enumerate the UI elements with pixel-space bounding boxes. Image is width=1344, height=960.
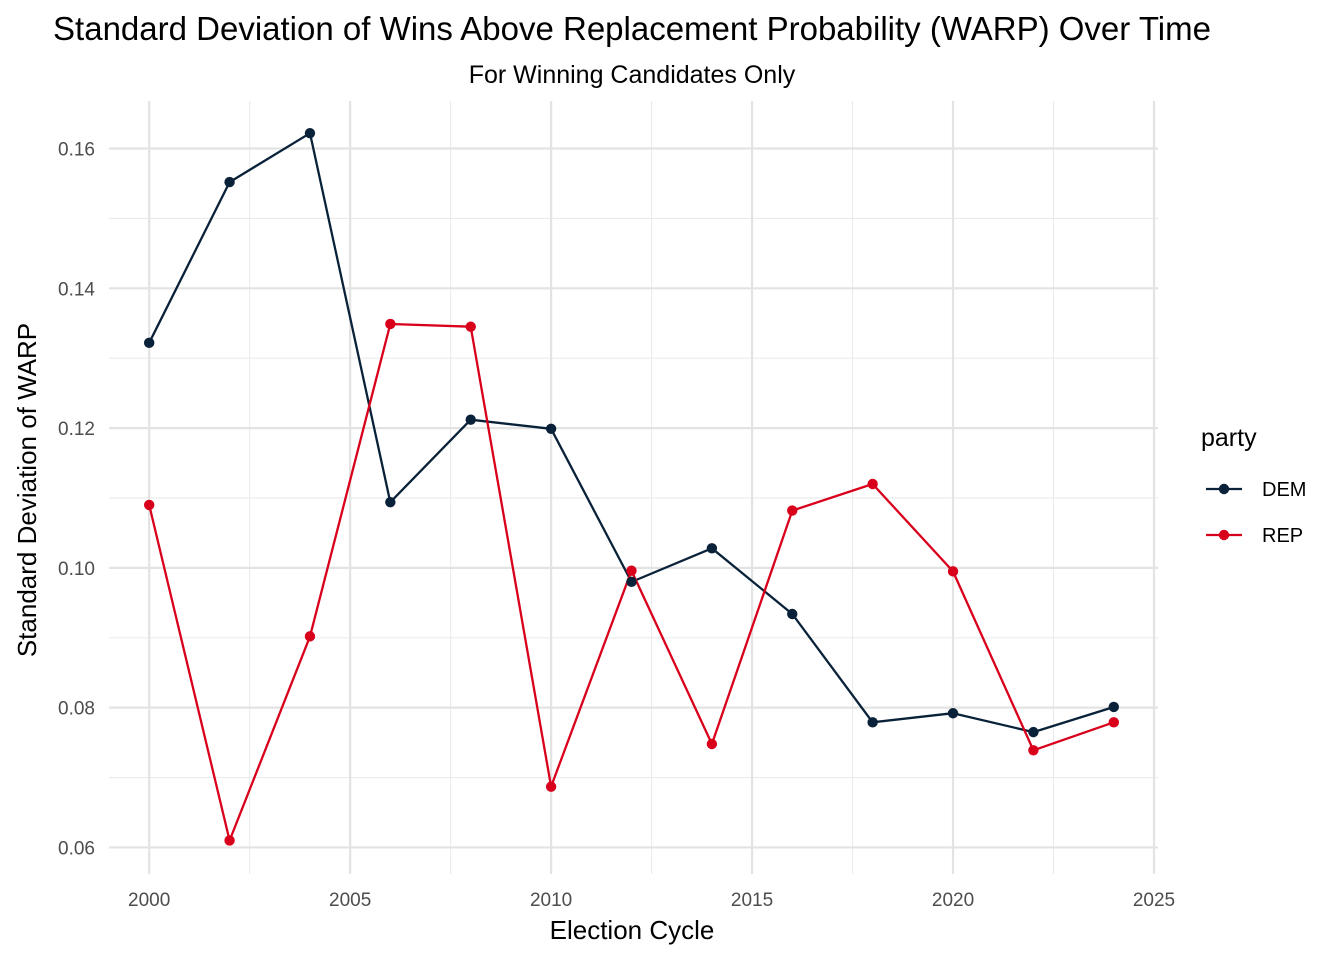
legend-item-dem: DEM (1206, 479, 1306, 501)
data-point (1108, 717, 1119, 728)
data-point (385, 318, 396, 330)
data-point (224, 835, 235, 846)
x-tick-label: 2025 (1133, 890, 1175, 911)
legend-title: party (1201, 424, 1257, 452)
data-point (626, 576, 637, 588)
data-point (706, 543, 718, 554)
data-point (304, 127, 316, 139)
y-tick-label: 0.10 (58, 559, 95, 580)
data-point (385, 496, 396, 508)
legend-key-point (1218, 483, 1230, 495)
grid (109, 101, 1158, 874)
data-point (465, 414, 476, 425)
data-point (1028, 726, 1039, 738)
series-points-rep (143, 318, 1119, 846)
legend-key-point (1218, 529, 1230, 541)
y-tick-label: 0.16 (58, 140, 95, 161)
y-axis-ticks: 0.06 0.08 0.10 0.12 0.14 0.16 (58, 140, 95, 860)
x-axis-title: Election Cycle (550, 915, 715, 945)
x-tick-label: 2020 (932, 890, 974, 911)
data-point (947, 566, 959, 577)
data-point (143, 499, 155, 511)
chart-title: Standard Deviation of Wins Above Replace… (53, 10, 1211, 47)
y-tick-label: 0.08 (58, 699, 95, 720)
data-point (143, 337, 155, 349)
data-point (304, 631, 316, 642)
x-axis-ticks: 2000 2005 2010 2015 2020 2025 (128, 890, 1175, 911)
series-dem (148, 132, 1115, 734)
data-point (787, 505, 798, 516)
data-point (545, 781, 557, 792)
series-layer (143, 127, 1119, 846)
data-point (1108, 701, 1119, 713)
legend-label: REP (1262, 525, 1303, 547)
x-tick-label: 2000 (128, 890, 170, 911)
data-point (947, 708, 959, 719)
data-point (867, 478, 878, 490)
series-points-dem (143, 127, 1119, 738)
data-point (545, 423, 557, 434)
chart-subtitle: For Winning Candidates Only (469, 61, 796, 89)
legend: party DEM REP (1201, 424, 1306, 547)
legend-label: DEM (1262, 479, 1306, 501)
y-tick-label: 0.12 (58, 419, 95, 440)
data-point (626, 565, 637, 576)
x-tick-label: 2010 (530, 890, 572, 911)
x-tick-label: 2005 (329, 890, 371, 911)
series-line-dem (148, 132, 1115, 734)
data-point (465, 321, 476, 332)
data-point (706, 738, 718, 750)
data-point (867, 717, 878, 728)
data-point (1028, 745, 1039, 756)
y-tick-label: 0.06 (58, 838, 95, 859)
legend-item-rep: REP (1206, 525, 1303, 547)
data-point (224, 176, 235, 188)
x-tick-label: 2015 (731, 890, 773, 911)
y-tick-label: 0.14 (58, 279, 95, 300)
y-axis-title: Standard Deviation of WARP (12, 323, 42, 657)
data-point (787, 608, 798, 620)
